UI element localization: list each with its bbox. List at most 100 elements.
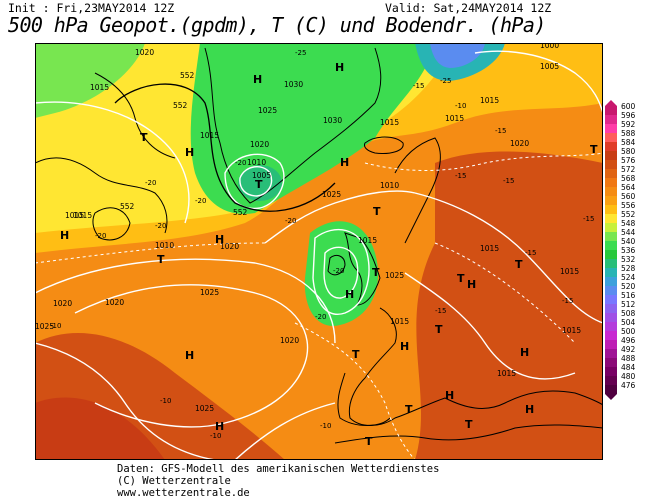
isobar-value: 1005 [540,62,559,71]
legend-value: 536 [621,246,636,255]
legend-value: 528 [621,264,636,273]
legend-value: 596 [621,111,636,120]
isobar-loop-2 [35,258,336,344]
isobar-europe-2 [404,272,576,380]
isobar-value: 1025 [200,288,219,297]
temperature-value: -10 [455,102,466,110]
isotherm-4 [434,242,576,344]
field-green-nw [35,43,145,118]
isobar-trough-2 [323,246,359,299]
isobar-value: 1020 [510,139,529,148]
high-center: H [215,233,224,246]
coast-iberia [337,372,391,426]
isobar-value: 1030 [323,116,342,125]
isobar-atlantic [35,342,216,460]
high-center: H [185,146,194,159]
temperature-value: -20 [333,267,344,275]
legend-swatch [605,385,617,394]
geopotential-value: 552 [180,71,195,80]
isobar-value: 1015 [73,211,92,220]
legend-swatch [605,196,617,205]
field-hot-southwest [35,397,165,460]
high-center: H [520,346,529,359]
legend-value: 476 [621,381,636,390]
legend-value: 556 [621,201,636,210]
field-warm-east [415,151,603,460]
field-blue-core [430,43,485,68]
isobar-value: 1015 [560,267,579,276]
temperature-value: -25 [440,77,451,85]
legend-swatch [605,250,617,259]
legend-value: 516 [621,291,636,300]
coast-hudson [92,207,131,241]
isobar-value: 1025 [385,271,404,280]
isobar-value: 1020 [53,299,72,308]
website-link[interactable]: www.wetterzentrale.de [117,487,250,499]
legend-value: 524 [621,273,636,282]
isobar-value: 1015 [445,114,464,123]
legend-value: 584 [621,138,636,147]
legend-value: 504 [621,318,636,327]
isobar-value: 1025 [258,106,277,115]
isobar-value: 1015 [497,369,516,378]
legend-swatch [605,133,617,142]
legend-value: 592 [621,120,636,129]
temperature-value: -20 [285,217,296,225]
legend-value: 500 [621,327,636,336]
isobar-europe-1 [414,192,603,324]
temperature-value: -15 [583,215,594,223]
weather-map: H H H H H H H H H H H H H H T T T T T T … [35,43,603,460]
temperature-value: -25 [295,49,306,57]
legend-swatch [605,142,617,151]
legend-swatch [605,124,617,133]
isobar-mid [264,190,416,244]
legend-arrow-down [605,394,617,400]
isobar-value: 1015 [65,211,84,220]
high-center: H [215,420,224,433]
legend-swatch [605,187,617,196]
temperature-value: -10 [210,432,221,440]
temperature-value: -10 [320,422,331,430]
isobar-value: 1025 [322,190,341,199]
legend-swatch [605,340,617,349]
low-center: T [255,178,263,191]
low-center: T [140,131,148,144]
isobar-value: 1015 [90,83,109,92]
legend-value: 496 [621,336,636,345]
valid-time: Valid: Sat,24MAY2014 12Z [385,1,552,15]
isotherm-3 [294,322,416,460]
isobar-value: 1025 [35,322,54,331]
coast-north-africa [334,424,603,444]
temperature-value: -15 [413,82,424,90]
isobar-north [35,101,190,224]
map-title: 500 hPa Geopot.(gpdm), T (C) und Bodendr… [8,13,546,37]
legend-swatch [605,358,617,367]
temperature-value: -20 [195,197,206,205]
legend-value: 580 [621,147,636,156]
legend-value: 572 [621,165,636,174]
isobar-value: 1020 [135,48,154,57]
legend-value: 568 [621,174,636,183]
legend-value: 488 [621,354,636,363]
low-center: T [405,403,413,416]
low-center: T [372,266,380,279]
isobar-value: 1015 [358,236,377,245]
temperature-value: -10 [160,397,171,405]
legend-value: 600 [621,102,636,111]
init-time: Init : Fri,23MAY2014 12Z [8,1,175,15]
isobar-value: 1025 [195,404,214,413]
copyright: (C) Wetterzentrale [117,475,231,487]
legend-value: 532 [621,255,636,264]
coast-baffin [94,72,176,159]
isobar-trough [312,228,370,315]
high-center: H [340,156,349,169]
temperature-value: -10 [50,322,61,330]
legend-swatch [605,277,617,286]
legend-value: 540 [621,237,636,246]
low-center: T [515,258,523,271]
low-center: T [373,205,381,218]
isobar-value: 1015 [562,326,581,335]
low-center: T [465,418,473,431]
legend-swatch [605,376,617,385]
isobar-value: 1015 [480,96,499,105]
